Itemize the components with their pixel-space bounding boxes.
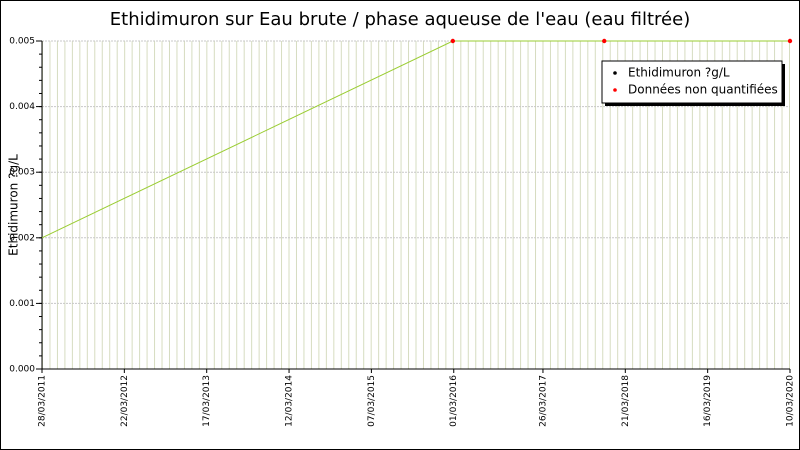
point: [787, 38, 793, 44]
series-line: [41, 40, 790, 239]
x-tick-label: 01/03/2016: [449, 375, 459, 427]
x-tick-label: 12/03/2014: [285, 375, 295, 427]
x-tick-label: 28/03/2011: [38, 375, 48, 427]
y-tick-label: 0.004: [9, 102, 35, 112]
x-tick-label: 21/03/2018: [621, 375, 631, 427]
x-tick-label: 26/03/2017: [538, 375, 548, 427]
y-tick-label: 0.000: [9, 365, 35, 375]
y-tick-label: 0.003: [9, 168, 35, 178]
x-tick-label: 22/03/2012: [120, 375, 130, 427]
legend-label: Ethidimuron ?g/L: [628, 66, 730, 80]
y-axis-label: Ethidimuron ?g/L: [7, 154, 21, 256]
legend-marker: [613, 71, 617, 75]
legend: Ethidimuron ?g/L Données non quantifiées: [601, 60, 785, 106]
point: [602, 38, 607, 44]
x-tick-label: 16/03/2019: [703, 375, 713, 427]
chart-title: Ethidimuron sur Eau brute / phase aqueus…: [110, 9, 690, 30]
legend-box: [601, 60, 783, 104]
y-tick-label: 0.005: [9, 37, 35, 47]
point: [450, 38, 456, 44]
y-tick-label: 0.002: [9, 233, 35, 243]
legend-label: Données non quantifiées: [628, 83, 778, 97]
y-tick-label: 0.001: [9, 299, 35, 309]
x-tick-label: 07/03/2015: [367, 375, 377, 427]
legend-marker: [613, 88, 617, 92]
x-tick-label: 17/03/2013: [202, 375, 212, 427]
x-tick-label: 10/03/2020: [786, 375, 796, 427]
